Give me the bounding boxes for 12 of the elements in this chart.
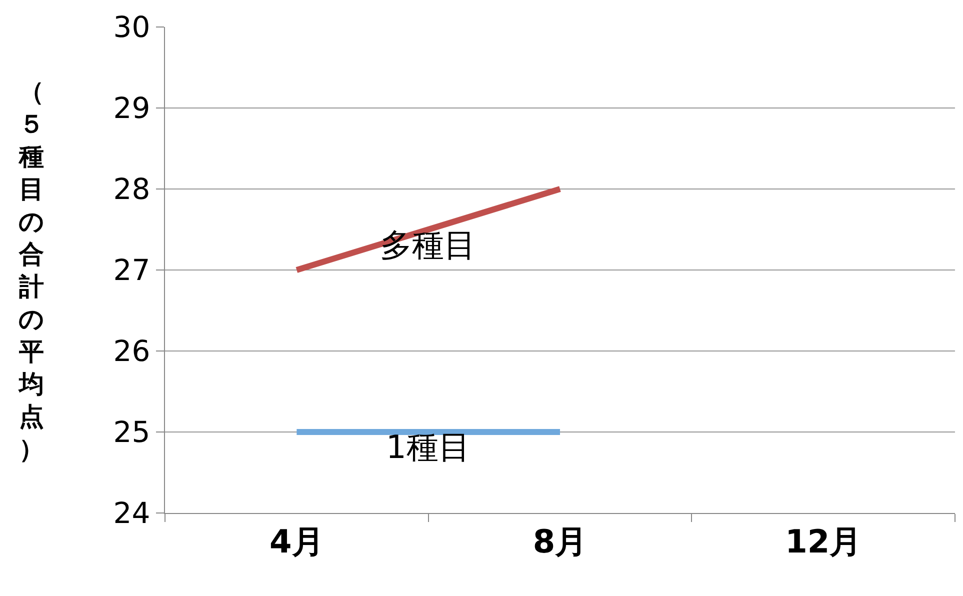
- series-label: 1種目: [386, 428, 470, 466]
- y-tick-label: 28: [113, 172, 150, 206]
- x-tick-label: 12月: [785, 522, 862, 560]
- y-tick-label: 29: [113, 91, 150, 126]
- y-tick-label: 26: [113, 334, 150, 368]
- y-tick-label: 25: [113, 415, 150, 450]
- y-tick-label: 24: [113, 496, 150, 530]
- y-tick-label: 27: [113, 253, 150, 288]
- x-tick-label: 8月: [532, 522, 588, 560]
- y-tick-label: 30: [113, 10, 150, 44]
- x-tick-label: 4月: [270, 522, 324, 560]
- text: （５種目の合計の平均点）: [18, 77, 44, 464]
